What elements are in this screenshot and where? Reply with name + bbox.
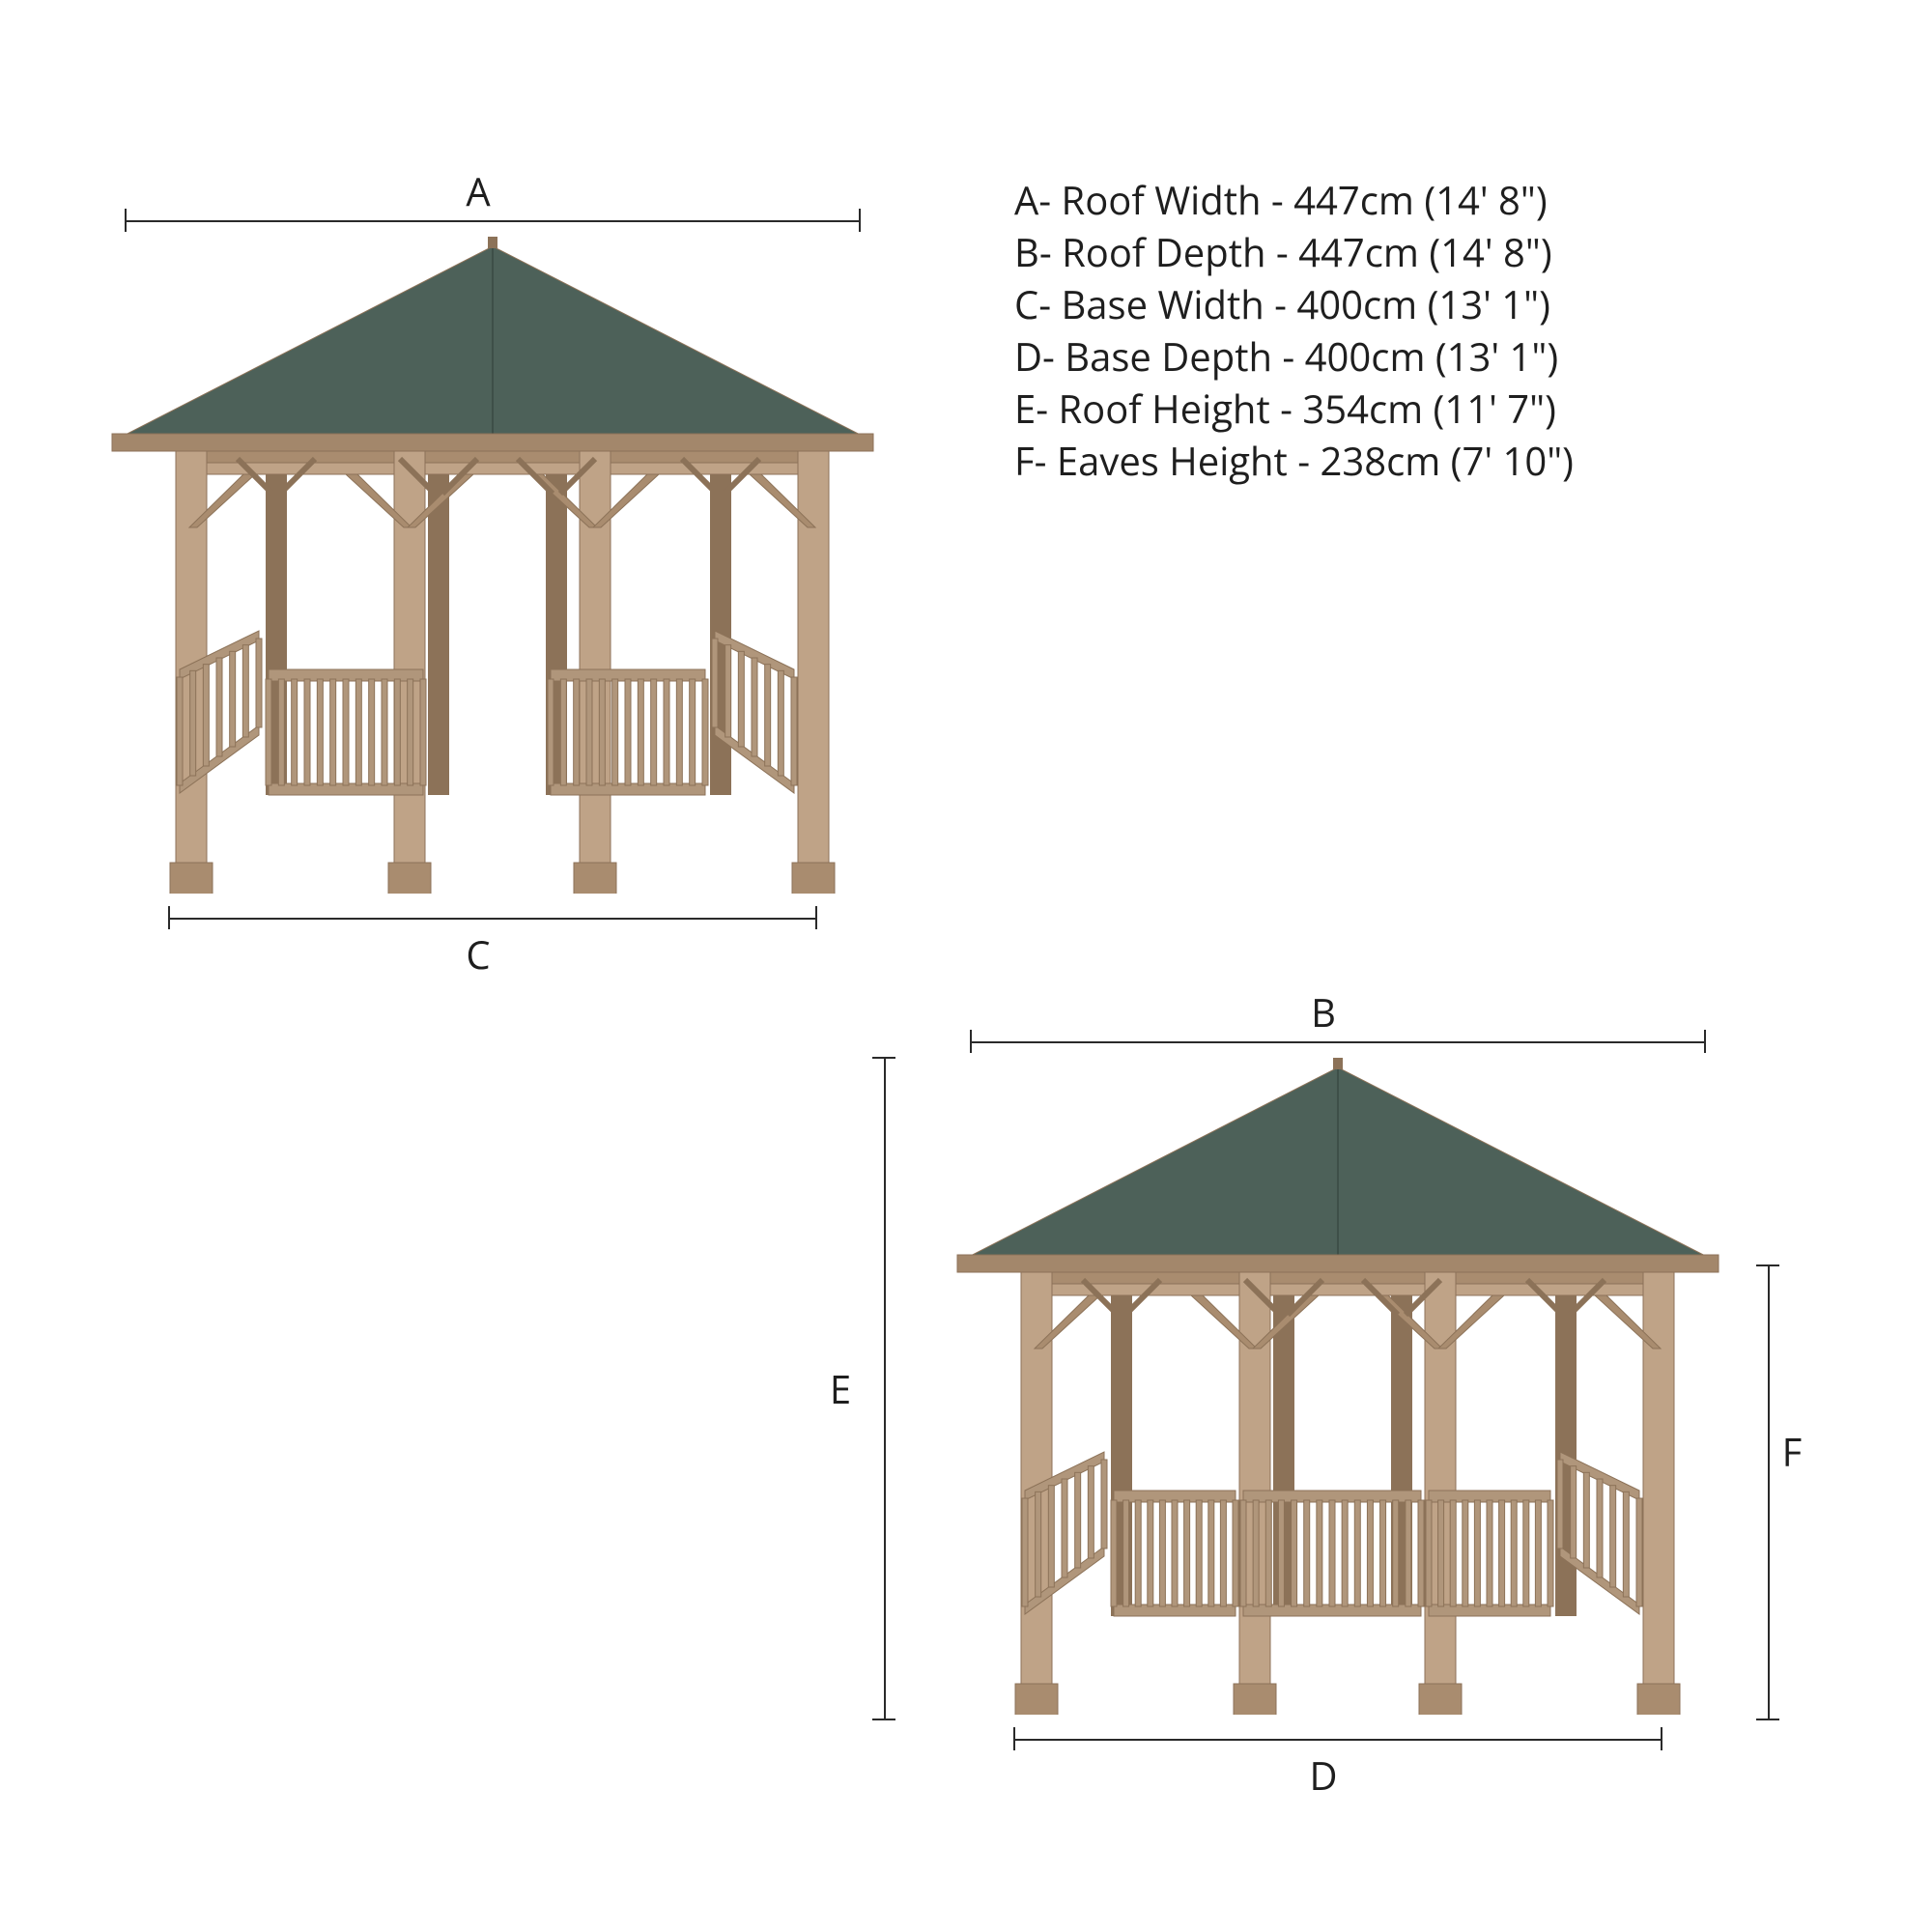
legend-line: F- Eaves Height - 238cm (7' 10") [1014, 435, 1574, 487]
label-D: D [1309, 1748, 1337, 1802]
legend-line: D- Base Depth - 400cm (13' 1") [1014, 330, 1574, 383]
legend-line: E- Roof Height - 354cm (11' 7") [1014, 383, 1574, 435]
label-E: E [830, 1362, 851, 1415]
label-B: B [1311, 985, 1336, 1038]
dimension-legend: A- Roof Width - 447cm (14' 8") B- Roof D… [1014, 174, 1574, 487]
label-A: A [466, 164, 490, 217]
label-C: C [466, 927, 490, 980]
gazebo-side-view [952, 1058, 1724, 1715]
legend-line: C- Base Width - 400cm (13' 1") [1014, 278, 1574, 330]
label-F: F [1782, 1425, 1803, 1478]
legend-line: A- Roof Width - 447cm (14' 8") [1014, 174, 1574, 226]
diagram-canvas: A- Roof Width - 447cm (14' 8") B- Roof D… [0, 0, 1932, 1932]
legend-line: B- Roof Depth - 447cm (14' 8") [1014, 226, 1574, 278]
gazebo-front-view [106, 237, 879, 894]
